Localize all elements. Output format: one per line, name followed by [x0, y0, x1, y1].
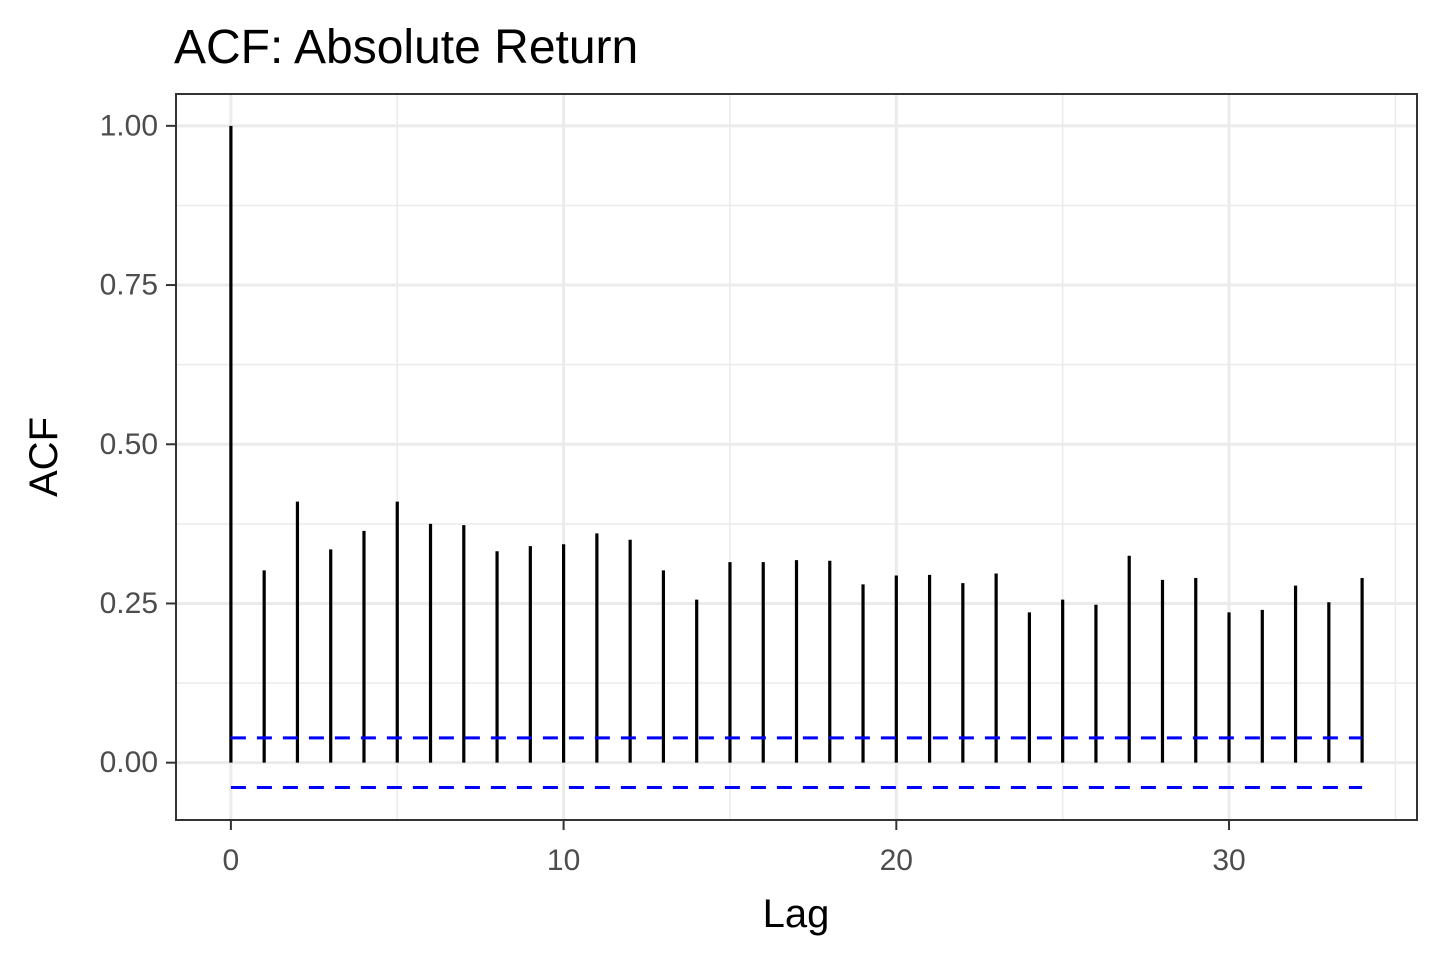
y-tick-label: 0.50 — [100, 428, 158, 461]
confidence-bounds — [230, 736, 1363, 790]
y-tick-label: 0.25 — [100, 587, 158, 620]
panel-border — [175, 93, 1418, 821]
minor-gridlines — [176, 94, 1417, 820]
chart-title: ACF: Absolute Return — [174, 21, 638, 74]
x-axis: 0 10 20 30 — [223, 820, 1246, 877]
y-tick-label: 1.00 — [100, 109, 158, 142]
x-tick-label: 0 — [223, 844, 240, 877]
acf-bars — [229, 125, 1364, 763]
x-tick-label: 30 — [1212, 844, 1245, 877]
x-tick-label: 20 — [880, 844, 913, 877]
y-tick-label: 0.75 — [100, 269, 158, 302]
x-axis-title: Lag — [763, 892, 830, 936]
y-axis: 0.00 0.25 0.50 0.75 1.00 — [100, 109, 176, 779]
y-tick-label: 0.00 — [100, 746, 158, 779]
y-axis-title: ACF — [22, 417, 66, 497]
x-tick-label: 10 — [547, 844, 580, 877]
